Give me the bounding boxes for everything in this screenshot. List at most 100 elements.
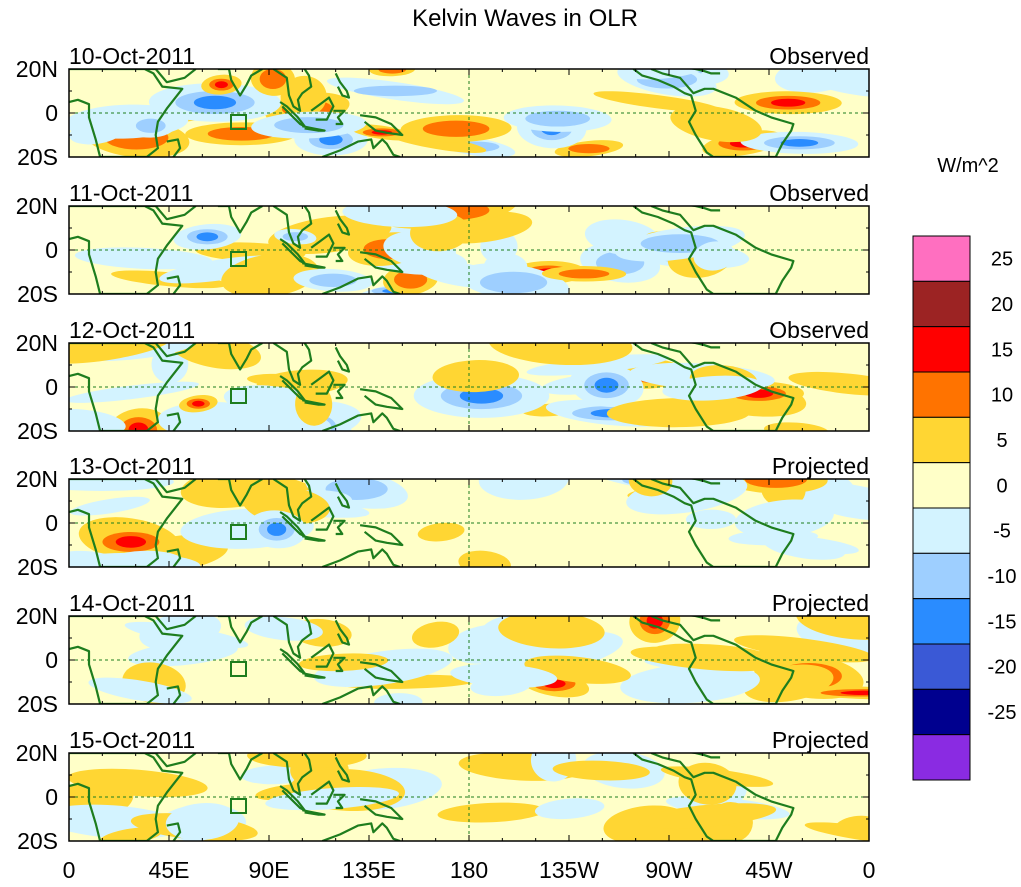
longitude-label: 0 xyxy=(63,857,76,883)
coastline xyxy=(69,616,184,704)
longitude-label: 90W xyxy=(645,857,693,883)
figure-title: Kelvin Waves in OLR xyxy=(412,5,638,32)
coastline xyxy=(359,251,404,274)
coastline xyxy=(333,793,346,810)
colorbar-label: 20 xyxy=(991,294,1013,316)
panel-kind: Observed xyxy=(769,180,869,206)
colorbar-label: 10 xyxy=(991,385,1013,407)
coastline xyxy=(302,125,326,132)
latitude-label: 0 xyxy=(45,647,58,673)
colorbar-label: 15 xyxy=(991,339,1013,361)
latitude-label: 0 xyxy=(45,784,58,810)
coastline xyxy=(359,114,404,137)
coastline xyxy=(687,753,721,759)
panel-date: 14-Oct-2011 xyxy=(69,590,195,616)
panel-date: 12-Oct-2011 xyxy=(69,317,195,343)
longitude-label: 135E xyxy=(342,857,396,883)
coastline xyxy=(217,479,263,507)
coastline xyxy=(687,343,721,349)
map-panel: 20N 0 20S 13-Oct-2011 Projected xyxy=(16,453,870,580)
longitude-axis: 0 45E 90E 135E 180 135W 90W 45W 0 xyxy=(63,857,876,883)
longitude-label: 135W xyxy=(539,857,599,883)
map-panel: 20N 0 20S 10-Oct-2011 Observed xyxy=(16,43,870,170)
coastline xyxy=(272,343,313,386)
colorbar-label: -20 xyxy=(988,657,1017,679)
coastline xyxy=(321,822,401,841)
coastline xyxy=(166,275,182,294)
coastline xyxy=(334,346,351,373)
colorbar-bin xyxy=(912,416,971,464)
latitude-label: 20N xyxy=(16,466,58,492)
coastline xyxy=(272,479,313,522)
coastline xyxy=(310,643,335,668)
latitude-label: 0 xyxy=(45,374,58,400)
colorbar-label: 5 xyxy=(996,430,1007,452)
longitude-label: 180 xyxy=(450,857,488,883)
panel-date: 11-Oct-2011 xyxy=(69,180,193,206)
colorbar-bin xyxy=(912,734,971,781)
coastline xyxy=(321,275,401,294)
coastline xyxy=(69,69,184,157)
coastline xyxy=(632,69,795,157)
panel-kind: Projected xyxy=(772,590,869,616)
panel-kind: Observed xyxy=(769,43,869,69)
colorbar-units: W/m^2 xyxy=(937,155,999,177)
longitude-label: 45W xyxy=(745,857,793,883)
panel-kind: Observed xyxy=(769,317,869,343)
coastline xyxy=(359,661,404,684)
coastline xyxy=(334,209,351,236)
panel-date: 10-Oct-2011 xyxy=(69,43,195,69)
colorbar-label: -10 xyxy=(988,566,1017,588)
latitude-label: 20S xyxy=(17,418,58,444)
colorbar-label: 0 xyxy=(996,475,1007,497)
coastline xyxy=(310,370,335,395)
colorbar-label: -25 xyxy=(988,702,1017,724)
latitude-label: 20N xyxy=(16,193,58,219)
coastline xyxy=(321,685,401,704)
latitude-label: 20N xyxy=(16,603,58,629)
coastline xyxy=(302,672,326,679)
coastline xyxy=(217,206,263,234)
colorbar-bin xyxy=(912,326,971,373)
panel-kind: Projected xyxy=(772,453,869,479)
coastline xyxy=(302,535,326,542)
reference-box xyxy=(230,524,247,540)
latitude-label: 20S xyxy=(17,691,58,717)
panel-kind: Projected xyxy=(772,727,869,753)
colorbar-bin xyxy=(912,462,971,509)
coastline xyxy=(334,756,351,783)
coastline xyxy=(69,206,184,294)
coastline xyxy=(166,412,182,431)
coastline xyxy=(687,206,721,212)
coastline xyxy=(69,753,184,841)
coastline xyxy=(166,548,182,567)
coastline xyxy=(272,69,313,112)
latitude-label: 20N xyxy=(16,56,58,82)
coastline xyxy=(69,479,184,567)
coastline xyxy=(334,72,351,99)
coastline xyxy=(310,506,335,531)
coastline xyxy=(217,616,263,644)
colorbar-label: -5 xyxy=(993,521,1011,543)
coastline xyxy=(333,383,346,400)
coastline xyxy=(632,343,795,431)
coastline xyxy=(359,524,404,547)
coastline xyxy=(321,138,401,157)
coastline xyxy=(146,479,197,494)
coastline xyxy=(217,69,263,97)
coastline xyxy=(146,69,197,84)
coastline xyxy=(146,753,197,768)
coastline xyxy=(333,109,346,126)
coastline xyxy=(302,262,326,269)
latitude-label: 0 xyxy=(45,237,58,263)
coastline xyxy=(146,343,197,358)
latitude-label: 20S xyxy=(17,281,58,307)
colorbar: W/m^2 25 20 15 10 5 0 -5 -10 -15 -20 -25 xyxy=(912,155,1017,781)
coastline xyxy=(632,616,795,704)
coastline xyxy=(333,246,346,263)
coastline xyxy=(687,69,721,75)
colorbar-bin xyxy=(912,280,971,328)
coastline xyxy=(359,798,404,821)
colorbar-label: -15 xyxy=(988,611,1017,633)
panel-stack: 20N 0 20S 10-Oct-2011 Observed 20N 0 20S 11-Oct-… xyxy=(16,43,870,854)
